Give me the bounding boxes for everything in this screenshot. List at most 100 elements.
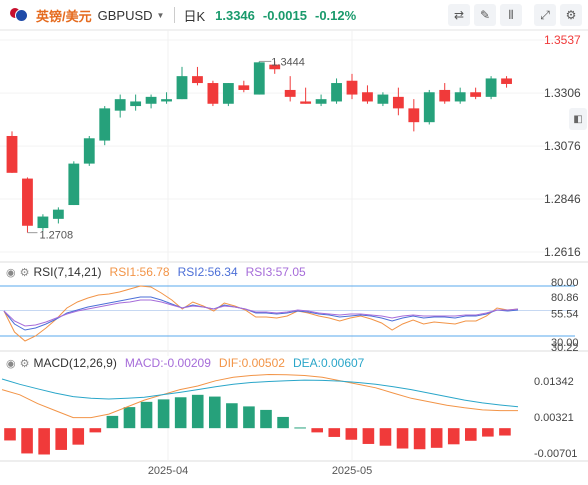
candle-body	[176, 76, 188, 100]
price-axis-tick: 1.3306	[544, 86, 581, 100]
candle-body	[222, 83, 234, 104]
macd-histogram-bar	[362, 428, 375, 444]
candle-body	[6, 135, 18, 173]
macd-histogram-bar	[277, 416, 289, 429]
macd-histogram-bar	[55, 428, 68, 450]
candle-body	[238, 85, 250, 90]
price-change-pct: -0.12%	[314, 7, 357, 23]
macd-histogram-bar	[499, 428, 511, 436]
macd-histogram-bar	[38, 428, 50, 455]
macd-histogram-bar	[123, 407, 136, 429]
macd-histogram-bar	[174, 397, 187, 429]
expand-icon[interactable]: ⤢	[534, 4, 556, 26]
candle-body	[68, 163, 80, 206]
draw-icon[interactable]: ✎	[474, 4, 496, 26]
settings-icon[interactable]: ⚙	[19, 357, 30, 370]
price-axis-tick: 1.2616	[544, 245, 581, 259]
currency-flag-icon	[10, 8, 28, 22]
compare-icon[interactable]: ⇄	[448, 4, 470, 26]
settings-icon[interactable]: ⚙	[560, 4, 582, 26]
macd-value: MACD:-0.00209	[124, 356, 211, 370]
macd-histogram-bar	[4, 428, 16, 441]
symbol-header: 英镑/美元 GBPUSD ▼ 日K 1.3346 -0.0015 -0.12% …	[0, 0, 588, 30]
candle-body	[269, 64, 281, 70]
rsi3-value: RSI3:57.05	[245, 265, 306, 279]
candle-body	[37, 216, 49, 229]
candle-body	[470, 92, 482, 97]
macd-histogram-bar	[396, 428, 409, 449]
macd-histogram-bar	[294, 427, 306, 429]
pair-name[interactable]: 英镑/美元	[36, 8, 92, 24]
candle-body	[362, 92, 373, 102]
right-panel-toggle-icon[interactable]: ◧	[569, 108, 587, 130]
rsi2-value: RSI2:56.34	[177, 265, 238, 279]
price-axis-tick: 1.3076	[544, 139, 581, 153]
high-label: 1.3444	[271, 56, 305, 68]
candle-body	[331, 83, 342, 102]
macd-histogram-bar	[226, 403, 238, 429]
macd-axis-tick: 0.01342	[534, 376, 574, 388]
macd-histogram-bar	[21, 428, 33, 454]
candle-body	[114, 99, 126, 111]
rsi-series-line-1	[3, 285, 519, 342]
candle-body	[439, 89, 451, 102]
macd-histogram-bar	[89, 428, 102, 433]
macd-histogram-bar	[140, 401, 153, 429]
macd-histogram-bar	[106, 415, 119, 429]
last-price: 1.3346	[215, 7, 255, 23]
indicator-icon[interactable]: ⫴	[500, 4, 522, 26]
candle-body	[130, 101, 142, 107]
candle-body	[192, 76, 203, 84]
macd-histogram-bar	[243, 406, 255, 429]
rsi-title: RSI(7,14,21)	[33, 265, 102, 279]
macd-histogram-bar	[260, 409, 272, 429]
candle-body	[485, 78, 497, 97]
candle-body	[253, 62, 265, 95]
eye-icon[interactable]: ◉	[6, 357, 16, 370]
candle-body	[408, 108, 420, 123]
macd-histogram-bar	[157, 399, 170, 429]
dea-value: DEA:0.00607	[292, 356, 365, 370]
rsi-axis-tick: 55.54	[551, 308, 579, 320]
price-axis-tick: 1.3537	[544, 33, 581, 47]
candle-body	[315, 99, 327, 104]
macd-legend: ◉ ⚙ MACD(12,26,9) MACD:-0.00209 DIF:0.00…	[6, 356, 365, 370]
price-axis-tick: 1.2846	[544, 192, 581, 206]
rsi-axis-tick: 80.00	[551, 277, 579, 289]
candle-body	[377, 94, 389, 104]
candle-body	[454, 92, 466, 102]
candle-body	[423, 92, 435, 123]
macd-histogram-bar	[191, 394, 204, 429]
macd-histogram-bar	[72, 428, 85, 445]
macd-histogram-bar	[447, 428, 460, 445]
eye-icon[interactable]: ◉	[6, 266, 16, 279]
candle-body	[145, 96, 157, 104]
macd-histogram-bar	[482, 428, 494, 437]
macd-histogram-bar	[464, 428, 477, 441]
candle-body	[99, 108, 111, 141]
dea-line	[1, 378, 519, 408]
macd-axis-tick: 0.00321	[534, 412, 574, 424]
settings-icon[interactable]: ⚙	[19, 266, 30, 279]
toolbar: ⇄ ✎ ⫴ ⤢ ⚙	[448, 4, 582, 26]
price-change: -0.0015	[262, 7, 307, 23]
candle-body	[22, 178, 33, 226]
divider	[174, 7, 176, 23]
chevron-down-icon[interactable]: ▼	[156, 10, 165, 20]
candle-body	[392, 96, 404, 109]
candle-body	[284, 89, 296, 97]
macd-histogram-bar	[208, 396, 221, 429]
candle-body	[300, 101, 312, 104]
dif-line	[1, 373, 518, 419]
period-selector[interactable]: 日K	[183, 8, 206, 24]
candle-body	[52, 209, 64, 219]
rsi-series-line-2	[3, 296, 519, 331]
pair-code[interactable]: GBPUSD	[97, 7, 153, 23]
date-axis-tick: 2025-04	[148, 465, 188, 477]
macd-histogram-bar	[328, 428, 341, 437]
low-label: 1.2708	[39, 230, 73, 242]
date-axis-tick: 2025-05	[332, 465, 372, 477]
candle-body	[83, 138, 95, 164]
candle-body	[161, 99, 172, 102]
